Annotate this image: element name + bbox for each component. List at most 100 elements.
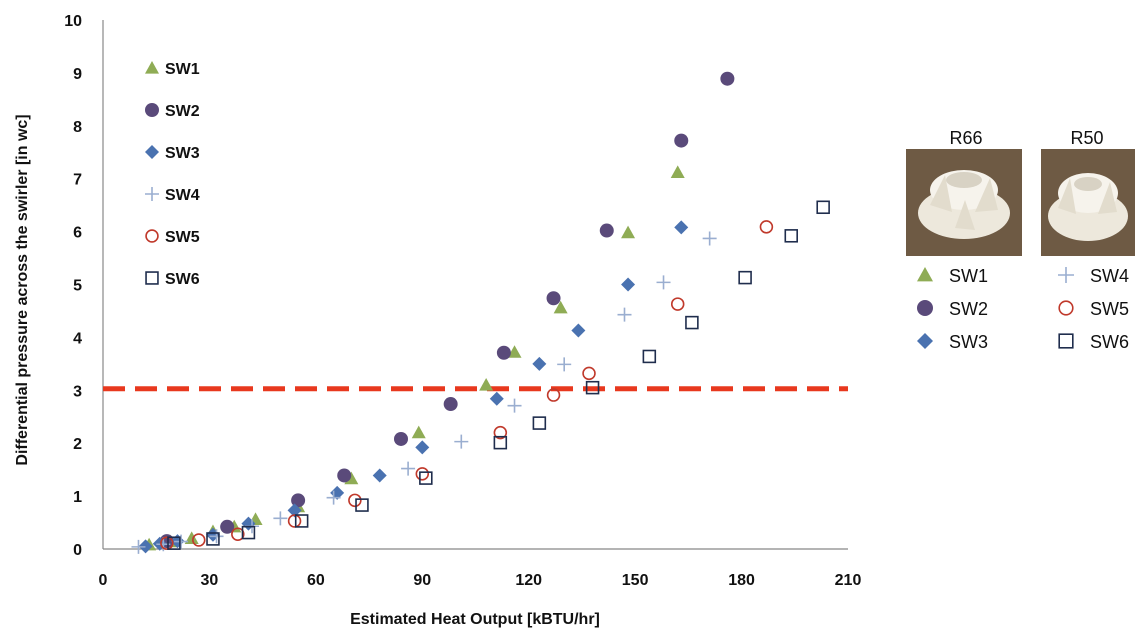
sw3-point [571, 323, 586, 338]
sw4-point [557, 357, 572, 372]
sw6-point [355, 498, 369, 512]
sw5-point [546, 388, 561, 402]
x-tick-label: 0 [99, 572, 108, 589]
side-legend-marker-sw5 [1058, 300, 1074, 316]
y-axis-title: Differential pressure across the swirler… [14, 114, 31, 465]
legend-marker-sw4 [145, 187, 159, 201]
sw5-point [582, 366, 596, 381]
side-legend-label-sw3: SW3 [949, 332, 988, 352]
sw1-point [553, 300, 568, 314]
sw5-point [415, 467, 430, 481]
sw1-point [479, 378, 494, 391]
sw1-point [670, 165, 685, 178]
side-legend-marker-sw2 [917, 300, 933, 316]
y-tick-labels: 0 1 2 3 4 5 6 7 8 9 10 [64, 13, 82, 559]
sw2-point [720, 71, 735, 86]
y-tick-label: 3 [73, 383, 82, 400]
legend-label-sw2: SW2 [165, 103, 200, 120]
x-tick-label: 180 [728, 572, 755, 589]
sw2-point [496, 345, 511, 360]
y-tick-label: 4 [73, 330, 82, 347]
sw4-point [617, 307, 632, 322]
sw2-point [443, 397, 458, 412]
legend-label-sw5: SW5 [165, 229, 200, 246]
sw4-point [273, 511, 288, 526]
legend-marker-sw2 [145, 103, 159, 117]
y-tick-label: 5 [73, 278, 82, 295]
sw5-point [670, 297, 685, 311]
sw6-point [167, 536, 181, 550]
sw3-point [621, 277, 636, 292]
side-legend-label-sw2: SW2 [949, 299, 988, 319]
side-legend-marker-sw6 [1058, 333, 1074, 349]
sw6-point [784, 229, 798, 243]
sw2-point [220, 519, 235, 534]
sw2-point [337, 468, 352, 483]
side-legend-marker-sw1 [917, 267, 933, 282]
sw3-point [532, 356, 547, 371]
photo-label-r66: R66 [949, 128, 982, 148]
sw4-point [454, 434, 469, 449]
x-tick-label: 210 [835, 572, 862, 589]
y-tick-label: 6 [73, 225, 82, 242]
side-legend-marker-sw3 [917, 333, 933, 349]
x-axis-title: Estimated Heat Output [kBTU/hr] [350, 611, 600, 628]
sw1-point [507, 345, 522, 358]
sw6-point [294, 514, 309, 528]
y-tick-label: 8 [73, 119, 82, 136]
legend-label-sw1: SW1 [165, 61, 200, 78]
y-tick-label: 10 [64, 13, 82, 30]
sw5-point [493, 425, 508, 440]
side-legend-label-sw5: SW5 [1090, 299, 1129, 319]
sw4-point [656, 275, 671, 290]
sw2-point [674, 133, 689, 148]
legend-label-sw4: SW4 [165, 187, 200, 204]
sw4-point [174, 534, 189, 549]
sw5-point [348, 493, 362, 508]
sw6-point [241, 525, 256, 540]
y-tick-label: 2 [73, 436, 82, 453]
legend-marker-sw6 [145, 271, 159, 285]
photo-r50: R50 [1041, 128, 1135, 256]
sw3-point [205, 527, 220, 542]
legend-marker-sw3 [145, 145, 159, 159]
sw6-point [685, 315, 699, 330]
data-points [131, 71, 830, 554]
sw2-point [394, 431, 408, 446]
side-legend-label-sw4: SW4 [1090, 266, 1129, 286]
side-legend: SW1 SW2 SW3 SW4 SW5 SW6 [917, 266, 1129, 352]
sw4-point [209, 529, 224, 544]
sw5-point [231, 527, 245, 541]
sw3-point [489, 391, 504, 406]
sw2-point [546, 291, 561, 306]
sw4-point [326, 490, 341, 505]
y-tick-label: 7 [73, 172, 82, 189]
sw3-point [287, 503, 302, 518]
photo-r66: R66 [906, 128, 1022, 256]
sw2-point [599, 223, 614, 238]
sw5-point [160, 536, 174, 550]
sw4-point [401, 461, 416, 476]
sw1-point [184, 531, 199, 545]
x-tick-label: 30 [201, 572, 219, 589]
sw3-point [372, 468, 387, 483]
x-tick-label: 90 [413, 572, 431, 589]
side-legend-marker-sw4 [1058, 267, 1074, 283]
legend-marker-sw5 [145, 229, 159, 243]
sw6-point [493, 435, 508, 450]
side-legend-label-sw1: SW1 [949, 266, 988, 286]
sw3-point [415, 440, 430, 455]
sw6-point [642, 349, 657, 364]
sw5-point [287, 514, 302, 528]
legend-label-sw3: SW3 [165, 145, 200, 162]
legend-label-sw6: SW6 [165, 271, 200, 288]
x-tick-labels: 0 30 60 90 120 150 180 210 [99, 572, 862, 589]
sw1-point [621, 225, 636, 239]
sw4-point [507, 398, 522, 413]
sw4-point [702, 231, 717, 246]
x-tick-label: 150 [622, 572, 649, 589]
y-tick-label: 1 [73, 489, 82, 506]
y-tick-label: 0 [73, 542, 82, 559]
sw3-point [674, 220, 689, 235]
